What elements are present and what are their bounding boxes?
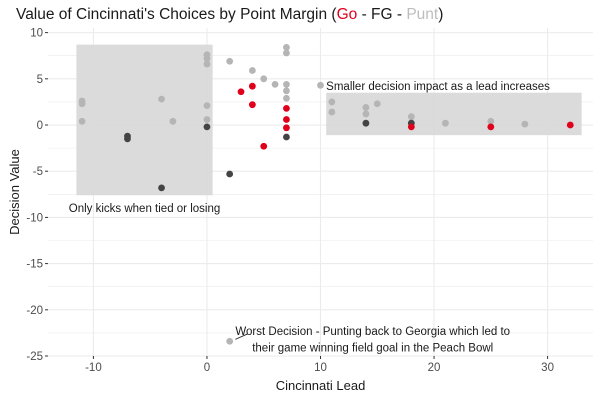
punt-point xyxy=(78,100,86,108)
punt-point xyxy=(487,117,495,125)
x-axis-label: Cincinnati Lead xyxy=(276,378,366,393)
punt-point xyxy=(203,116,211,123)
y-tick-label: -15 xyxy=(26,259,43,271)
punt-point xyxy=(283,49,290,57)
fg-point xyxy=(203,123,211,131)
punt-point xyxy=(203,55,211,62)
annotation-worst-line-1: Worst Decision - Punting back to Georgia… xyxy=(235,326,510,338)
go-point xyxy=(487,123,495,131)
punt-point xyxy=(248,67,256,74)
y-tick-label: -5 xyxy=(33,166,43,178)
x-tick-label: 20 xyxy=(428,362,441,374)
y-tick-label: 10 xyxy=(30,28,43,40)
fg-point xyxy=(124,135,131,143)
go-point xyxy=(248,82,256,90)
punt-point xyxy=(407,113,415,121)
punt-point xyxy=(328,98,336,106)
punt-point xyxy=(328,108,336,116)
punt-point xyxy=(283,80,290,88)
highlight-box xyxy=(76,44,213,196)
y-axis-label: Decision Value xyxy=(7,149,22,235)
title-punt: Punt xyxy=(406,6,439,23)
go-point xyxy=(248,101,256,109)
y-tick-label: 0 xyxy=(37,120,43,132)
go-point xyxy=(260,142,268,150)
x-tick-label: 30 xyxy=(541,362,554,374)
fg-point xyxy=(226,170,234,178)
go-point xyxy=(407,123,415,131)
y-tick-label: -25 xyxy=(26,351,43,363)
punt-point xyxy=(283,44,290,51)
go-point xyxy=(237,88,245,96)
punt-point xyxy=(362,110,370,118)
chart-title: Value of Cincinnati's Choices by Point M… xyxy=(16,6,444,23)
punt-point xyxy=(226,57,234,65)
go-point xyxy=(283,104,290,112)
annotation-worst-connector xyxy=(235,333,249,340)
punt-point xyxy=(169,117,177,125)
annotation-worst-line-2: their game winning field goal in the Pea… xyxy=(252,343,493,355)
punt-point xyxy=(362,104,370,111)
punt-point xyxy=(78,117,86,125)
fg-point xyxy=(283,133,290,141)
go-point xyxy=(283,116,290,123)
punt-point xyxy=(317,81,324,89)
title-go: Go xyxy=(336,6,358,23)
go-point xyxy=(283,124,290,132)
x-tick-label: 0 xyxy=(204,362,210,374)
punt-point xyxy=(158,95,165,103)
fg-point xyxy=(362,119,370,127)
punt-point xyxy=(271,80,279,88)
annotation-kicks: Only kicks when tied or losing xyxy=(69,203,220,215)
punt-point xyxy=(283,94,290,102)
punt-point xyxy=(521,120,529,128)
x-tick-label: -10 xyxy=(85,362,102,374)
annotation-lead-impact: Smaller decision impact as a lead increa… xyxy=(326,81,550,93)
punt-point xyxy=(226,337,234,345)
punt-point xyxy=(203,102,211,110)
y-tick-label: -20 xyxy=(26,305,43,317)
x-tick-label: 10 xyxy=(314,362,327,374)
punt-point xyxy=(373,100,381,108)
y-tick-label: -10 xyxy=(26,212,43,224)
fg-point xyxy=(158,184,165,192)
punt-point xyxy=(260,75,268,83)
y-tick-label: 5 xyxy=(37,74,43,86)
punt-point xyxy=(441,119,449,127)
punt-point xyxy=(283,87,290,95)
punt-point xyxy=(203,60,211,68)
go-point xyxy=(566,121,574,129)
